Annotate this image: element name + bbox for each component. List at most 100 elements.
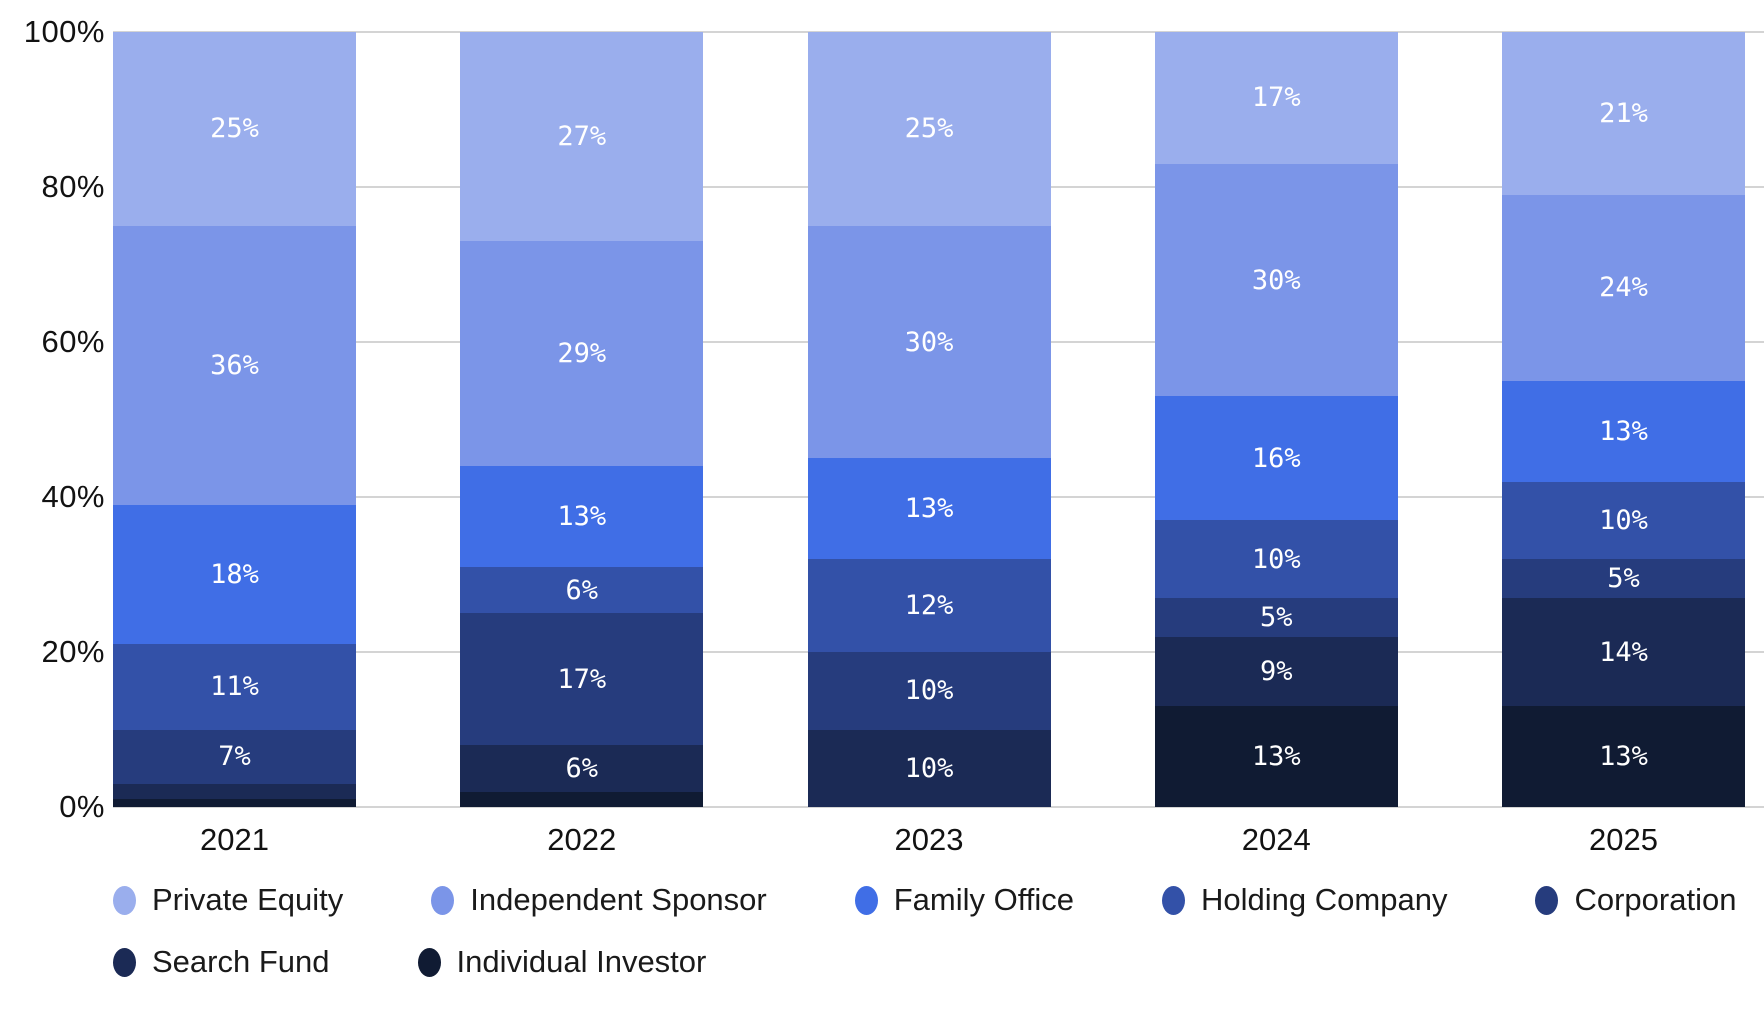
x-axis-label-2021: 2021 xyxy=(200,822,269,857)
segment-value-label: 10% xyxy=(1251,543,1301,575)
legend-swatch-icon xyxy=(1535,885,1559,915)
segment-family-office-2021: 18% xyxy=(113,504,356,645)
segment-value-label: 36% xyxy=(210,349,259,381)
legend-row: Search Fund Individual Investor xyxy=(113,944,1713,980)
segment-value-label: 27% xyxy=(557,121,607,153)
segment-value-label: 30% xyxy=(904,326,954,358)
segment-individual-investor-2024: 13% xyxy=(1154,706,1398,807)
segment-holding-company-2021: 11% xyxy=(113,644,356,730)
segment-value-label: 17% xyxy=(1251,82,1301,114)
legend-swatch-icon xyxy=(1162,885,1186,915)
y-axis-tick-label: 20% xyxy=(41,634,105,669)
y-axis-tick-label: 100% xyxy=(23,14,105,49)
legend-swatch-icon xyxy=(854,885,878,915)
segment-private-equity-2023: 25% xyxy=(807,32,1051,226)
legend-item-search-fund: Search Fund xyxy=(113,944,330,980)
legend-item-family-office: Family Office xyxy=(854,882,1075,918)
segment-holding-company-2025: 10% xyxy=(1502,481,1745,559)
segment-family-office-2024: 16% xyxy=(1154,396,1398,521)
segment-holding-company-2024: 10% xyxy=(1154,520,1398,598)
legend-swatch-icon xyxy=(113,947,136,977)
segment-value-label: 10% xyxy=(904,675,954,707)
x-axis-label-2024: 2024 xyxy=(1241,822,1311,857)
segment-value-label: 13% xyxy=(557,500,607,532)
x-axis-label-2022: 2022 xyxy=(547,822,617,857)
legend-swatch-icon xyxy=(113,885,136,915)
segment-value-label: 16% xyxy=(1251,442,1301,474)
segment-family-office-2025: 13% xyxy=(1502,380,1745,482)
gridline-0 xyxy=(113,806,1764,808)
segment-value-label: 5% xyxy=(1607,562,1640,594)
bar-2022: 27% 29% 13% 6% 17% 6% xyxy=(460,32,704,807)
legend-swatch-icon xyxy=(431,885,455,915)
segment-value-label: 30% xyxy=(1251,264,1301,296)
segment-individual-investor-2025: 13% xyxy=(1502,706,1745,807)
segment-value-label: 18% xyxy=(210,559,259,590)
legend-label: Family Office xyxy=(893,882,1075,917)
segment-private-equity-2024: 17% xyxy=(1154,32,1398,164)
segment-independent-sponsor-2025: 24% xyxy=(1502,194,1745,381)
segment-private-equity-2025: 21% xyxy=(1502,32,1745,195)
segment-independent-sponsor-2022: 29% xyxy=(460,241,704,466)
legend-label: Search Fund xyxy=(152,944,330,979)
bar-2023: 25% 30% 13% 12% 10% 10% xyxy=(807,32,1051,807)
legend-row: Private Equity Independent Sponsor Family … xyxy=(113,882,1736,918)
legend-label: Holding Company xyxy=(1201,882,1448,917)
legend-label: Private Equity xyxy=(152,882,344,917)
segment-individual-investor-2021 xyxy=(113,799,356,807)
segment-corporation-2021: 7% xyxy=(113,729,356,784)
bar-2021: 25% 36% 18% 11% 7% xyxy=(113,32,356,807)
legend-item-private-equity: Private Equity xyxy=(113,882,343,918)
y-axis-tick-label: 60% xyxy=(41,324,105,359)
y-axis-tick-label: 40% xyxy=(41,479,105,514)
segment-value-label: 7% xyxy=(218,741,251,773)
segment-corporation-2023: 10% xyxy=(807,652,1051,730)
segment-value-label: 6% xyxy=(565,752,598,784)
segment-independent-sponsor-2024: 30% xyxy=(1154,163,1398,397)
segment-family-office-2022: 13% xyxy=(460,466,704,567)
segment-search-fund-2021 xyxy=(113,783,356,800)
legend-swatch-icon xyxy=(417,947,441,977)
segment-family-office-2023: 13% xyxy=(807,458,1051,559)
segment-value-label: 17% xyxy=(557,663,607,695)
segment-holding-company-2022: 6% xyxy=(460,566,704,614)
segment-private-equity-2021: 25% xyxy=(113,32,356,226)
y-axis-tick-label: 0% xyxy=(59,789,105,824)
segment-value-label: 13% xyxy=(904,493,954,525)
legend-item-individual-investor: Individual Investor xyxy=(417,944,707,980)
bar-2024: 17% 30% 16% 10% 5% 9% 13% xyxy=(1154,32,1398,807)
segment-value-label: 13% xyxy=(1599,741,1648,773)
segment-holding-company-2023: 12% xyxy=(807,559,1051,652)
x-axis-label-2023: 2023 xyxy=(894,822,964,857)
segment-value-label: 12% xyxy=(904,590,954,621)
segment-search-fund-2024: 9% xyxy=(1154,636,1398,707)
x-axis-label-2025: 2025 xyxy=(1589,822,1658,857)
segment-individual-investor-2022 xyxy=(460,791,704,807)
segment-independent-sponsor-2023: 30% xyxy=(807,225,1051,459)
legend: Private Equity Independent Sponsor Family … xyxy=(113,882,1736,980)
segment-value-label: 21% xyxy=(1599,97,1648,129)
segment-search-fund-2022: 6% xyxy=(460,745,704,792)
legend-label: Independent Sponsor xyxy=(470,882,767,917)
segment-value-label: 10% xyxy=(904,752,954,784)
segment-value-label: 5% xyxy=(1259,601,1293,633)
segment-value-label: 25% xyxy=(210,113,259,145)
y-axis-tick-label: 80% xyxy=(41,169,105,204)
segment-value-label: 25% xyxy=(904,113,954,145)
legend-label: Individual Investor xyxy=(456,944,707,979)
segment-private-equity-2022: 27% xyxy=(460,32,704,242)
segment-value-label: 10% xyxy=(1599,504,1648,536)
segment-value-label: 14% xyxy=(1599,636,1648,668)
segment-corporation-2024: 5% xyxy=(1154,597,1398,637)
segment-search-fund-2025: 14% xyxy=(1502,597,1745,707)
segment-value-label: 13% xyxy=(1599,415,1648,447)
segment-corporation-2022: 17% xyxy=(460,613,704,745)
segment-value-label: 13% xyxy=(1251,741,1301,773)
segment-value-label: 24% xyxy=(1599,272,1648,304)
segment-value-label: 11% xyxy=(210,671,259,703)
segment-value-label: 6% xyxy=(565,574,598,606)
legend-item-independent-sponsor: Independent Sponsor xyxy=(431,882,767,918)
bar-2025: 21% 24% 13% 10% 5% 14% 13% xyxy=(1502,32,1745,807)
segment-independent-sponsor-2021: 36% xyxy=(113,225,356,505)
